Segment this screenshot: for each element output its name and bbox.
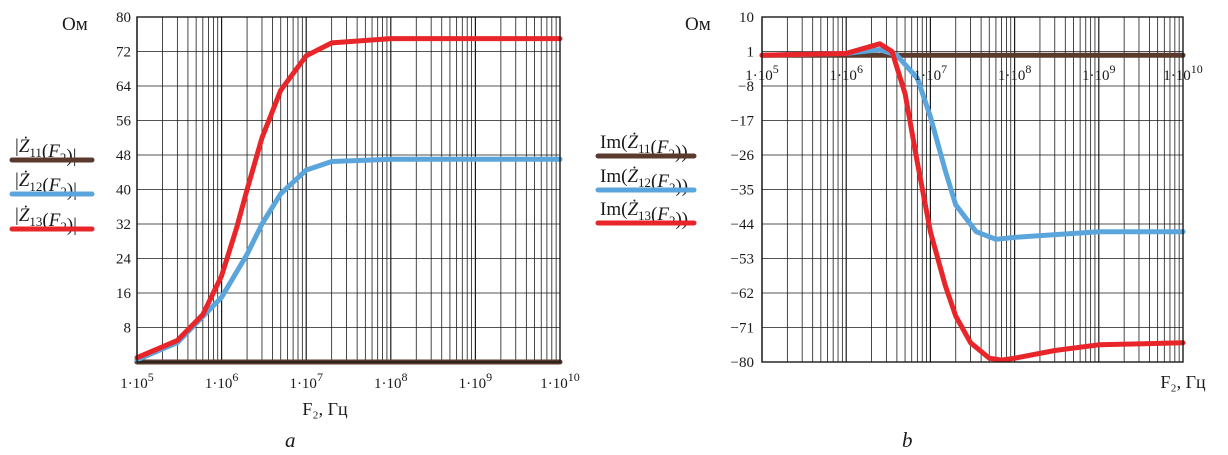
- x-tick-label: 1·105: [120, 370, 154, 392]
- chart-b-grid: [761, 16, 1183, 363]
- chart-b-series: [759, 41, 1186, 363]
- chart-a-panel-label: a: [285, 428, 296, 450]
- y-tick-label: 32: [116, 217, 131, 233]
- chart-b-panel-label: b: [902, 428, 913, 450]
- x-tick-label: 1·108: [374, 370, 408, 392]
- chart-a-grid: [136, 16, 560, 362]
- y-tick-label: −62: [731, 286, 754, 302]
- chart-b-xlabel: F₂, Гц: [1160, 372, 1206, 392]
- x-tick-label: 1·1010: [540, 370, 580, 392]
- legend-label-b-3: Im(Ż13(F2)): [600, 199, 688, 230]
- x-tick-label: 1·106: [205, 370, 239, 392]
- x-tick-label: 1·105: [745, 62, 779, 84]
- chart-a-series: [134, 36, 563, 365]
- plot-frame: [136, 16, 561, 363]
- chart-a-unit-label: Ом: [62, 14, 88, 35]
- y-tick-label: 48: [116, 148, 131, 164]
- y-tick-label: 24: [116, 252, 132, 268]
- y-tick-label: 10: [739, 10, 754, 26]
- x-tick-label: 1·106: [829, 62, 863, 84]
- chart-a-frame: [136, 16, 561, 363]
- chart-a-legend: |Ż11(F2)||Ż12(F2)||Ż13(F2)|: [9, 136, 95, 236]
- y-tick-label: 8: [124, 321, 132, 337]
- series-line-b-3: [759, 41, 1186, 363]
- chart-b-frame: [761, 16, 1184, 363]
- y-tick-label: −35: [731, 183, 754, 199]
- x-tick-label: 1·107: [289, 370, 323, 392]
- x-tick-label: 1·109: [1082, 62, 1116, 84]
- chart-b-unit-label: Ом: [685, 14, 711, 35]
- y-tick-label: 1: [747, 45, 755, 61]
- y-tick-label: −26: [731, 148, 755, 164]
- chart-panel-a: 1·105 1·106 1·107 1·108 1·109 1·1010 8 16 24 32 40…: [9, 10, 580, 452]
- series-line-a-3: [134, 36, 563, 361]
- plot-frame: [761, 16, 1184, 363]
- y-tick-label: −71: [731, 321, 754, 337]
- y-tick-label: −53: [731, 252, 754, 268]
- x-tick-label: 1·108: [998, 62, 1032, 84]
- chart-a-ticks: 1·105 1·106 1·107 1·108 1·109 1·1010 8 16 24 32 40…: [116, 10, 580, 392]
- y-tick-label: −8: [738, 79, 754, 95]
- y-tick-label: −44: [731, 217, 755, 233]
- y-tick-label: 16: [116, 286, 132, 302]
- y-tick-label: 72: [116, 45, 131, 61]
- chart-panel-b: 1·105 1·106 1·107 1·108 1·109 1·1010101−8−17−…: [595, 10, 1206, 452]
- chart-b-legend: Im(Ż11(F2))Im(Ż12(F2))Im(Ż13(F2)): [595, 132, 697, 230]
- x-tick-label: 1·109: [459, 370, 493, 392]
- y-tick-label: 56: [116, 114, 132, 130]
- series-line-b-2: [759, 47, 1186, 242]
- chart-a-xlabel: F₂, Гц: [302, 399, 348, 419]
- y-tick-label: −80: [731, 355, 754, 371]
- y-tick-label: −17: [731, 114, 755, 130]
- x-tick-label: 1·107: [914, 62, 948, 84]
- y-tick-label: 80: [116, 10, 131, 26]
- series-line-a-2: [134, 156, 563, 363]
- chart-b-ticks: 1·105 1·106 1·107 1·108 1·109 1·1010101−8−17−…: [731, 10, 1203, 371]
- y-tick-label: 40: [116, 183, 131, 199]
- y-tick-label: 64: [116, 79, 132, 95]
